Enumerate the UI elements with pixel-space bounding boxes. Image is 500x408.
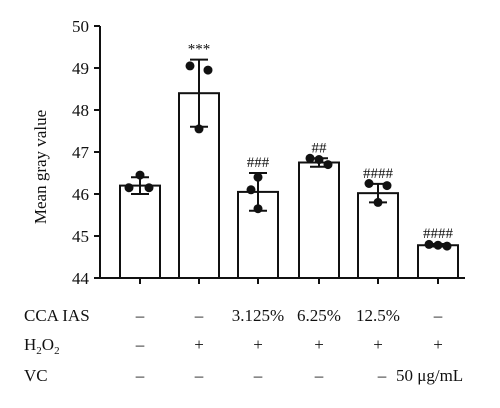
treatment-cell: +	[433, 335, 443, 354]
data-point	[194, 124, 204, 134]
treatment-row-label: H2O2	[24, 335, 60, 357]
treatment-cell: –	[433, 306, 443, 325]
treatment-cell: 12.5%	[356, 306, 400, 325]
bar	[357, 192, 399, 279]
y-tick-label: 48	[72, 101, 89, 120]
bar	[417, 244, 459, 280]
y-tick-label: 45	[72, 227, 89, 246]
treatment-cell: –	[135, 366, 145, 385]
data-point	[442, 241, 452, 251]
treatment-cell: +	[314, 335, 324, 354]
data-point	[314, 155, 324, 165]
data-point	[424, 239, 434, 249]
treatment-cell: +	[253, 335, 263, 354]
treatment-row-label: CCA IAS	[24, 306, 90, 325]
data-point	[124, 183, 134, 193]
data-point	[185, 61, 195, 71]
significance-annotations: ***#############	[188, 42, 454, 242]
y-tick-label: 50	[72, 17, 89, 36]
treatment-cell: –	[194, 366, 204, 385]
data-point	[305, 153, 315, 163]
data-point	[144, 183, 154, 193]
significance-label: ***	[188, 42, 211, 58]
treatment-cell: +	[194, 335, 204, 354]
data-point	[203, 65, 213, 75]
y-tick-label: 46	[72, 185, 89, 204]
data-point	[364, 179, 374, 188]
treatment-cell: 6.25%	[297, 306, 341, 325]
significance-label: ###	[247, 155, 270, 171]
y-tick-label: 44	[72, 269, 90, 288]
treatment-cell: –	[253, 366, 263, 385]
y-tick-label: 47	[72, 143, 90, 162]
treatment-cell: 50 μg/mL	[396, 366, 463, 385]
treatment-cell: +	[373, 335, 383, 354]
significance-label: ####	[363, 166, 394, 182]
data-point	[323, 160, 333, 170]
data-point	[253, 172, 263, 182]
treatment-cell: –	[135, 335, 145, 354]
bar	[298, 161, 340, 279]
treatment-cell: –	[377, 366, 387, 385]
treatment-row-label: VC	[24, 366, 48, 385]
data-point	[253, 204, 263, 214]
data-point	[382, 181, 392, 191]
treatment-cell: 3.125%	[232, 306, 284, 325]
y-axis-label: Mean gray value	[31, 110, 50, 224]
treatment-cell: –	[194, 306, 204, 325]
data-point	[433, 240, 443, 250]
significance-label: ####	[423, 226, 454, 242]
treatment-cell: –	[314, 366, 324, 385]
bar	[119, 184, 161, 280]
data-point	[373, 197, 383, 207]
data-points	[124, 61, 452, 251]
treatment-table: CCA IAS – – 3.125% 6.25% 12.5% – H2O2 – + + + + + VC – –…	[24, 306, 463, 385]
y-tick-label: 49	[72, 59, 89, 78]
bars	[119, 92, 459, 280]
significance-label: ##	[312, 140, 328, 156]
data-point	[135, 170, 145, 180]
data-point	[246, 185, 256, 195]
treatment-cell: –	[135, 306, 145, 325]
